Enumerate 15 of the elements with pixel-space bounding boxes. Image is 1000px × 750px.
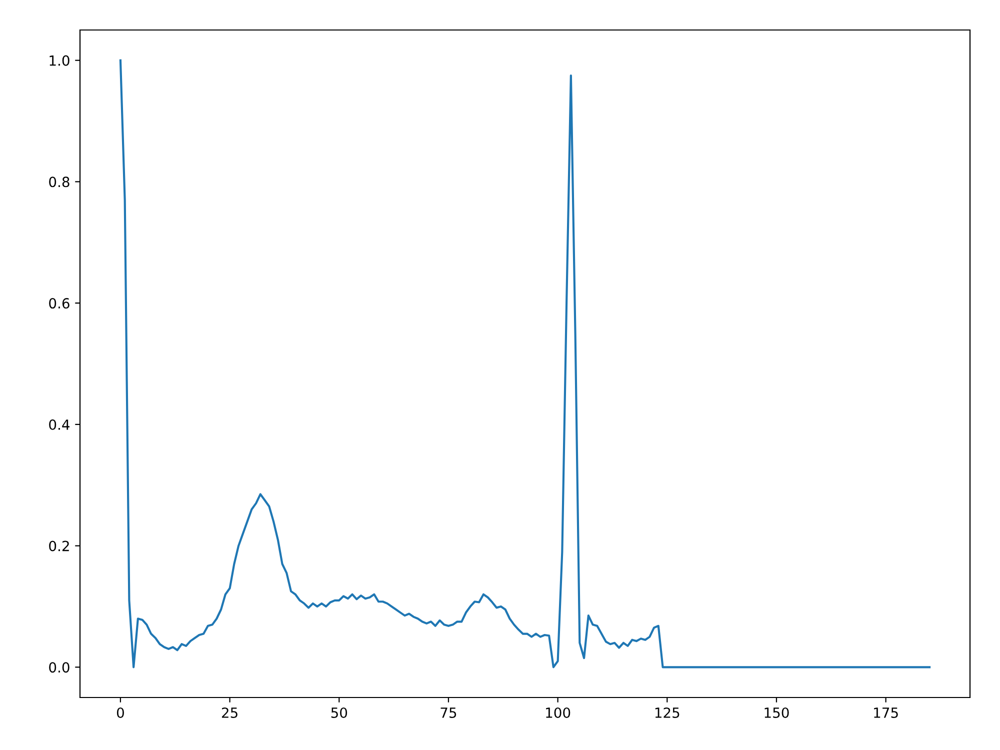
x-tick-label: 50	[331, 707, 348, 718]
y-tick-label: 0.2	[49, 540, 69, 552]
x-tick-label: 125	[655, 707, 680, 718]
y-tick-label: 0.8	[49, 176, 70, 188]
line-series	[119, 59, 931, 668]
x-tick-label: 75	[440, 708, 456, 718]
y-tick-label: 0.0	[49, 662, 70, 673]
x-tick-label: 0	[116, 707, 124, 718]
x-tick-label: 150	[764, 707, 789, 718]
x-tick-label: 25	[222, 707, 238, 718]
y-tick-label: 1.0	[50, 55, 70, 66]
y-tick-label: 0.4	[49, 419, 70, 430]
x-tick-label: 175	[874, 708, 898, 718]
x-tick-label: 100	[546, 707, 570, 718]
y-tick-label: 0.6	[49, 298, 70, 309]
